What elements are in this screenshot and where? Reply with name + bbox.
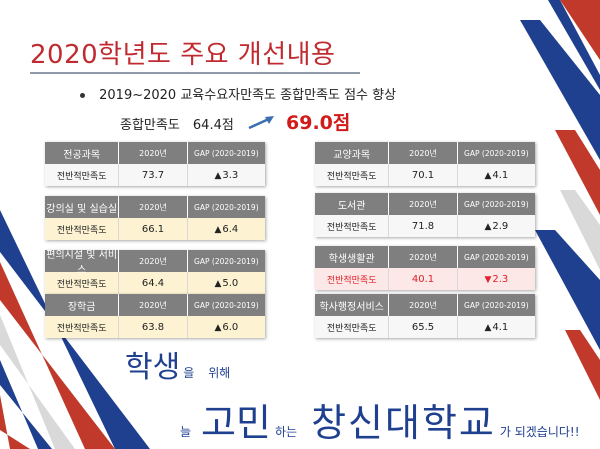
slogan-university: 창신대학교 bbox=[311, 401, 496, 445]
row-gap: ▼2.3 bbox=[484, 273, 509, 285]
bullet-dot-icon bbox=[80, 93, 85, 98]
card-name: 학사행정서비스 bbox=[319, 301, 384, 313]
card-classroom: 강의실 및 실습실 2020년 GAP (2020-2019) 전반적만족도 66.1… bbox=[45, 196, 265, 240]
up-triangle-icon: ▲ bbox=[484, 170, 492, 181]
col-gap: GAP (2020-2019) bbox=[194, 202, 259, 212]
col-year: 2020년 bbox=[139, 202, 167, 212]
row-label: 전반적만족도 bbox=[326, 222, 377, 233]
arrow-up-right-icon bbox=[248, 116, 274, 130]
row-gap: ▲2.9 bbox=[484, 220, 509, 232]
slogan-for: 위해 bbox=[208, 366, 231, 380]
col-gap: GAP (2020-2019) bbox=[194, 300, 259, 310]
card-dormitory: 학생생활관 2020년 GAP (2020-2019) 전반적만족도 40.1 ▼2.3 bbox=[315, 246, 535, 290]
row-label: 전반적만족도 bbox=[56, 323, 107, 334]
col-year: 2020년 bbox=[409, 148, 437, 158]
slogan-end: 가 되겠습니다!! bbox=[499, 425, 580, 439]
slogan-line-1: 학생 을 위해 bbox=[125, 342, 230, 386]
col-gap: GAP (2020-2019) bbox=[464, 252, 529, 262]
card-general-ed: 교양과목 2020년 GAP (2020-2019) 전반적만족도 70.1 ▲4.1 bbox=[315, 142, 535, 186]
row-gap: ▲5.0 bbox=[214, 277, 239, 289]
bullet-text: 2019~2020 교육수요자만족도 종합만족도 점수 향상 bbox=[99, 88, 397, 103]
col-gap: GAP (2020-2019) bbox=[464, 199, 529, 209]
card-name: 학생생활관 bbox=[328, 253, 375, 265]
col-year: 2020년 bbox=[139, 256, 167, 266]
row-gap: ▲3.3 bbox=[214, 169, 239, 181]
slogan-particle: 을 bbox=[183, 366, 195, 380]
card-name: 강의실 및 실습실 bbox=[46, 203, 118, 215]
card-facilities: 편의시설 및 서비스 2020년 GAP (2020-2019) 전반적만족도 64.… bbox=[45, 250, 265, 294]
row-label: 전반적만족도 bbox=[326, 171, 377, 182]
up-triangle-icon: ▲ bbox=[484, 322, 492, 333]
row-gap: ▲6.4 bbox=[214, 223, 239, 235]
card-name: 편의시설 및 서비스 bbox=[46, 250, 118, 276]
row-value: 66.1 bbox=[141, 223, 165, 235]
down-triangle-icon: ▼ bbox=[484, 274, 492, 285]
title-underline bbox=[30, 72, 360, 74]
card-name: 교양과목 bbox=[333, 149, 371, 161]
col-gap: GAP (2020-2019) bbox=[464, 300, 529, 310]
slogan-line-2: 늘 고민 하는 창신대학교 가 되겠습니다!! bbox=[180, 392, 580, 447]
card-name: 전공과목 bbox=[63, 149, 101, 161]
row-value: 73.7 bbox=[141, 169, 165, 181]
row-value: 63.8 bbox=[141, 321, 165, 333]
summary-before: 64.4점 bbox=[192, 118, 234, 133]
card-scholarship: 장학금 2020년 GAP (2020-2019) 전반적만족도 63.8 ▲6.0 bbox=[45, 294, 265, 338]
row-gap: ▲6.0 bbox=[214, 321, 239, 333]
card-name: 도서관 bbox=[337, 200, 366, 212]
row-value: 71.8 bbox=[411, 220, 435, 232]
up-triangle-icon: ▲ bbox=[214, 278, 222, 289]
col-gap: GAP (2020-2019) bbox=[194, 148, 259, 158]
slogan-doing: 하는 bbox=[274, 425, 298, 439]
col-gap: GAP (2020-2019) bbox=[194, 256, 259, 266]
row-label: 전반적만족도 bbox=[56, 171, 107, 182]
summary-after: 69.0점 bbox=[286, 112, 351, 134]
slogan-students: 학생 bbox=[125, 350, 181, 385]
row-label: 전반적만족도 bbox=[326, 275, 377, 286]
summary-label: 종합만족도 bbox=[120, 118, 180, 133]
up-triangle-icon: ▲ bbox=[484, 221, 492, 232]
row-value: 65.5 bbox=[411, 321, 435, 333]
col-year: 2020년 bbox=[139, 148, 167, 158]
row-value: 70.1 bbox=[411, 169, 435, 181]
col-gap: GAP (2020-2019) bbox=[464, 148, 529, 158]
slogan-always: 늘 bbox=[180, 425, 192, 439]
row-gap: ▲4.1 bbox=[484, 169, 509, 181]
row-label: 전반적만족도 bbox=[56, 279, 107, 290]
page-title: 2020학년도 주요 개선내용 bbox=[30, 40, 336, 70]
card-admin-service: 학사행정서비스 2020년 GAP (2020-2019) 전반적만족도 65.5 ▲4… bbox=[315, 294, 535, 338]
card-library: 도서관 2020년 GAP (2020-2019) 전반적만족도 71.8 ▲2.9 bbox=[315, 193, 535, 237]
col-year: 2020년 bbox=[409, 252, 437, 262]
card-name: 장학금 bbox=[67, 301, 96, 313]
col-year: 2020년 bbox=[409, 300, 437, 310]
bullet-line: 2019~2020 교육수요자만족도 종합만족도 점수 향상 bbox=[80, 84, 396, 103]
row-value: 40.1 bbox=[411, 273, 435, 285]
col-year: 2020년 bbox=[139, 300, 167, 310]
col-year: 2020년 bbox=[409, 199, 437, 209]
row-value: 64.4 bbox=[141, 277, 165, 289]
row-label: 전반적만족도 bbox=[326, 323, 377, 334]
slogan-thinking: 고민 bbox=[201, 401, 271, 445]
up-triangle-icon: ▲ bbox=[214, 170, 222, 181]
up-triangle-icon: ▲ bbox=[214, 322, 222, 333]
up-triangle-icon: ▲ bbox=[214, 224, 222, 235]
card-major: 전공과목 2020년 GAP (2020-2019) 전반적만족도 73.7 ▲3.3 bbox=[45, 142, 265, 186]
row-label: 전반적만족도 bbox=[56, 225, 107, 236]
summary-line: 종합만족도 64.4점 69.0점 bbox=[120, 108, 350, 135]
row-gap: ▲4.1 bbox=[484, 321, 509, 333]
